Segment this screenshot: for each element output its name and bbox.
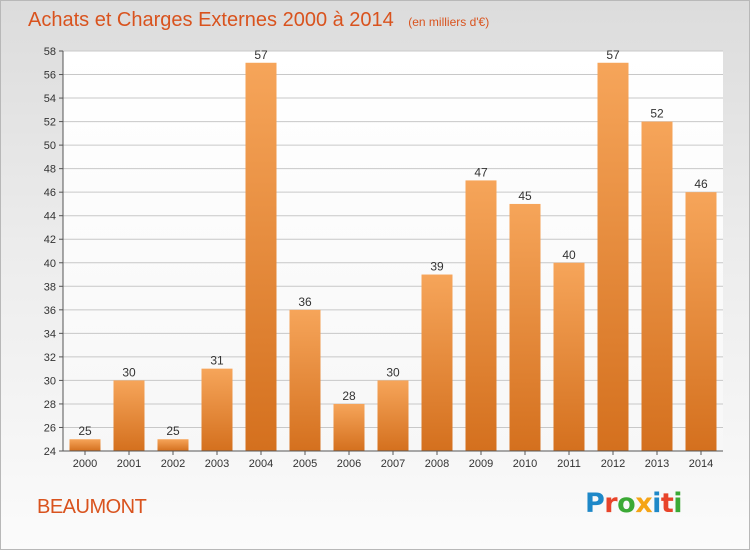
- bars: 25 30 25 31 57 36 28 30 39 47 45 40 57 52 46: [69, 48, 717, 452]
- logo-letter: i: [673, 488, 683, 519]
- logo-letter: i: [652, 488, 661, 519]
- x-tick-label-2001: 2001: [117, 458, 141, 470]
- bar-2000: [69, 439, 101, 451]
- x-tick-label-2013: 2013: [645, 458, 669, 470]
- data-label-2001: 30: [122, 365, 136, 379]
- y-tick-label: 54: [44, 93, 56, 105]
- x-tick-label-2011: 2011: [557, 458, 581, 470]
- x-tick-label-2007: 2007: [381, 458, 405, 470]
- chart-unit: (en milliers d'€): [408, 15, 490, 29]
- y-tick-label: 38: [44, 281, 56, 293]
- data-label-2000: 25: [78, 424, 92, 438]
- bar-2008: [421, 274, 453, 451]
- y-tick-label: 36: [44, 305, 56, 317]
- y-tick-label: 46: [44, 187, 56, 199]
- x-tick-label-2002: 2002: [161, 458, 185, 470]
- axes: 24 26 28 30 32 34 36 38 40 42 44 46 48 50 52 54 56 58 2000…: [44, 46, 723, 470]
- y-tick-label: 48: [44, 164, 56, 176]
- data-label-2011: 40: [562, 248, 576, 262]
- logo-letter: P: [585, 488, 605, 519]
- data-label-2002: 25: [166, 424, 180, 438]
- y-tick-label: 42: [44, 234, 56, 246]
- city-name: BEAUMONT: [37, 496, 147, 518]
- bar-2004: [245, 62, 277, 451]
- bar-2012: [597, 62, 629, 451]
- x-tick-label-2014: 2014: [689, 458, 713, 470]
- data-label-2012: 57: [606, 48, 620, 62]
- x-tick-label-2009: 2009: [469, 458, 493, 470]
- bar-2001: [113, 380, 145, 451]
- logo-letter: x: [635, 488, 653, 519]
- bar-2003: [201, 368, 233, 451]
- y-tick-label: 34: [44, 328, 56, 340]
- y-tick-label: 52: [44, 117, 56, 129]
- data-label-2009: 47: [474, 165, 488, 179]
- x-tick-label-2000: 2000: [73, 458, 97, 470]
- bar-2009: [465, 180, 497, 452]
- data-label-2004: 57: [254, 48, 268, 62]
- data-label-2005: 36: [298, 295, 312, 309]
- logo-letter: o: [617, 488, 636, 519]
- proxiti-logo[interactable]: Proxiti: [585, 488, 683, 519]
- y-tick-label: 26: [44, 422, 56, 434]
- x-tick-label-2004: 2004: [249, 458, 273, 470]
- y-tick-label: 56: [44, 70, 56, 82]
- data-label-2008: 39: [430, 260, 444, 274]
- y-tick-label: 50: [44, 140, 56, 152]
- x-tick-label-2012: 2012: [601, 458, 625, 470]
- y-tick-label: 24: [44, 446, 56, 458]
- chart-header: Achats et Charges Externes 2000 à 2014 (…: [28, 9, 489, 32]
- data-label-2014: 46: [694, 177, 708, 191]
- x-tick-label-2003: 2003: [205, 458, 229, 470]
- logo-letter: r: [604, 488, 618, 519]
- x-tick-label-2005: 2005: [293, 458, 317, 470]
- bar-2006: [333, 403, 365, 451]
- y-tick-label: 44: [44, 211, 56, 223]
- bar-2013: [641, 121, 673, 452]
- x-tick-label-2006: 2006: [337, 458, 361, 470]
- bar-2002: [157, 439, 189, 451]
- data-label-2003: 31: [210, 354, 224, 368]
- y-tick-label: 28: [44, 399, 56, 411]
- bar-2005: [289, 309, 321, 451]
- y-tick-label: 40: [44, 258, 56, 270]
- x-tick-label-2008: 2008: [425, 458, 449, 470]
- y-tick-label: 32: [44, 352, 56, 364]
- bar-2007: [377, 380, 409, 451]
- bar-2011: [553, 262, 585, 451]
- data-label-2010: 45: [518, 189, 532, 203]
- bar-2014: [685, 192, 717, 452]
- logo-letter: t: [660, 488, 674, 519]
- y-tick-label: 30: [44, 375, 56, 387]
- y-tick-label: 58: [44, 46, 56, 58]
- data-label-2006: 28: [342, 389, 356, 403]
- bar-2010: [509, 203, 541, 451]
- data-label-2007: 30: [386, 365, 400, 379]
- chart-title: Achats et Charges Externes 2000 à 2014: [28, 9, 394, 31]
- data-label-2013: 52: [650, 107, 664, 121]
- x-tick-label-2010: 2010: [513, 458, 537, 470]
